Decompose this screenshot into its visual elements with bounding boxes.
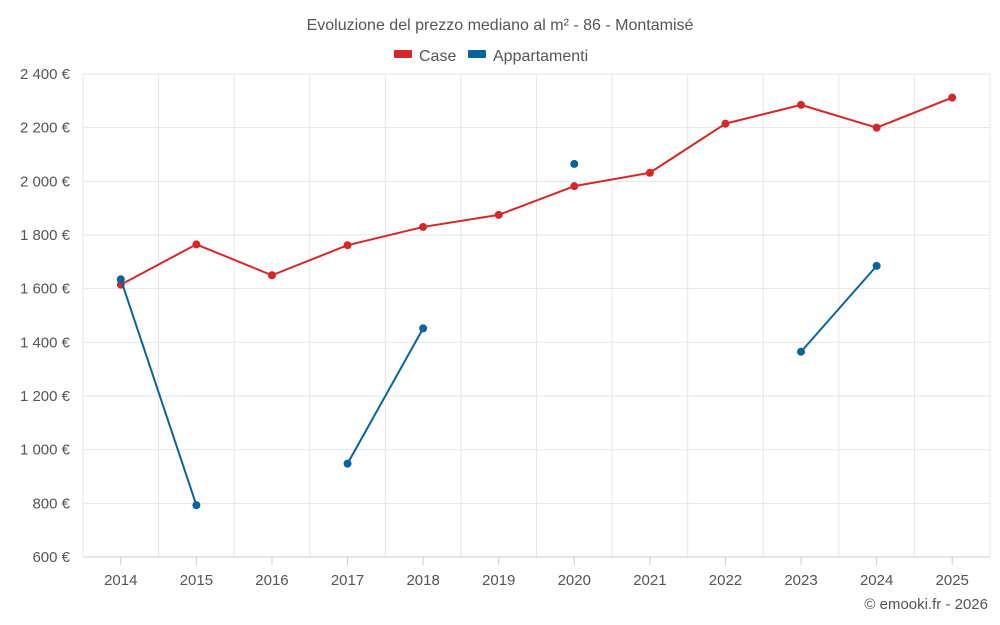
data-point-appartamenti[interactable] [192, 501, 201, 510]
data-point-case[interactable] [645, 168, 654, 177]
x-tick-label: 2021 [633, 572, 666, 589]
y-tick-label: 2 200 € [20, 120, 71, 137]
plot-area [116, 93, 957, 510]
data-point-appartamenti[interactable] [570, 159, 579, 168]
data-point-appartamenti[interactable] [419, 324, 428, 333]
legend-swatch-appartamenti [468, 50, 486, 58]
data-point-case[interactable] [343, 241, 352, 250]
data-point-case[interactable] [948, 93, 957, 102]
x-tick-label: 2020 [558, 572, 591, 589]
data-point-appartamenti[interactable] [872, 261, 881, 270]
data-point-case[interactable] [721, 119, 730, 128]
y-tick-label: 2 000 € [20, 173, 71, 190]
y-tick-label: 1 400 € [20, 334, 71, 351]
x-tick-label: 2023 [784, 572, 817, 589]
legend-item-case[interactable]: Case [394, 48, 456, 65]
y-tick-label: 1 600 € [20, 281, 71, 298]
x-axis: 2014 2015 2016 2017 2018 2019 2020 2021 2022 2023… [83, 556, 990, 589]
x-tick-label: 2024 [860, 572, 893, 589]
y-tick-label: 1 800 € [20, 227, 71, 244]
x-tick-label: 2017 [331, 572, 364, 589]
series-case [116, 93, 957, 289]
x-tick-label: 2025 [936, 572, 969, 589]
legend-label-appartamenti: Appartamenti [493, 48, 588, 65]
y-tick-label: 600 € [32, 549, 70, 566]
legend-swatch-case [394, 50, 412, 58]
y-axis: 600 € 800 € 1 000 € 1 200 € 1 400 € 1 600 € 1 … [20, 66, 71, 566]
x-tick-label: 2014 [104, 572, 137, 589]
chart-title: Evoluzione del prezzo mediano al m² - 86… [307, 17, 694, 34]
data-point-case[interactable] [872, 123, 881, 132]
y-tick-label: 1 000 € [20, 442, 71, 459]
data-point-case[interactable] [797, 100, 806, 109]
y-tick-label: 800 € [32, 495, 70, 512]
data-point-case[interactable] [570, 182, 579, 191]
data-point-case[interactable] [494, 210, 503, 219]
series-appartamenti [116, 159, 881, 510]
legend-item-appartamenti[interactable]: Appartamenti [468, 48, 588, 65]
series-line-appartamenti [119, 278, 198, 506]
series-line-appartamenti [346, 327, 424, 465]
legend: Case Appartamenti [394, 48, 588, 65]
data-point-case[interactable] [192, 240, 201, 249]
data-point-appartamenti[interactable] [797, 347, 806, 356]
x-tick-label: 2018 [406, 572, 439, 589]
x-tick-label: 2022 [709, 572, 742, 589]
x-tick-label: 2016 [255, 572, 288, 589]
x-tick-label: 2019 [482, 572, 515, 589]
grid [82, 73, 991, 557]
data-point-appartamenti[interactable] [343, 459, 352, 468]
data-point-case[interactable] [267, 271, 276, 280]
legend-label-case: Case [419, 48, 456, 65]
series-line-case [120, 96, 953, 286]
x-tick-label: 2015 [180, 572, 213, 589]
data-point-case[interactable] [419, 222, 428, 231]
y-tick-label: 2 400 € [20, 66, 71, 83]
y-tick-label: 1 200 € [20, 388, 71, 405]
series-line-appartamenti [800, 265, 878, 353]
credit-text: © emooki.fr - 2026 [864, 596, 988, 613]
data-point-appartamenti[interactable] [116, 275, 125, 284]
